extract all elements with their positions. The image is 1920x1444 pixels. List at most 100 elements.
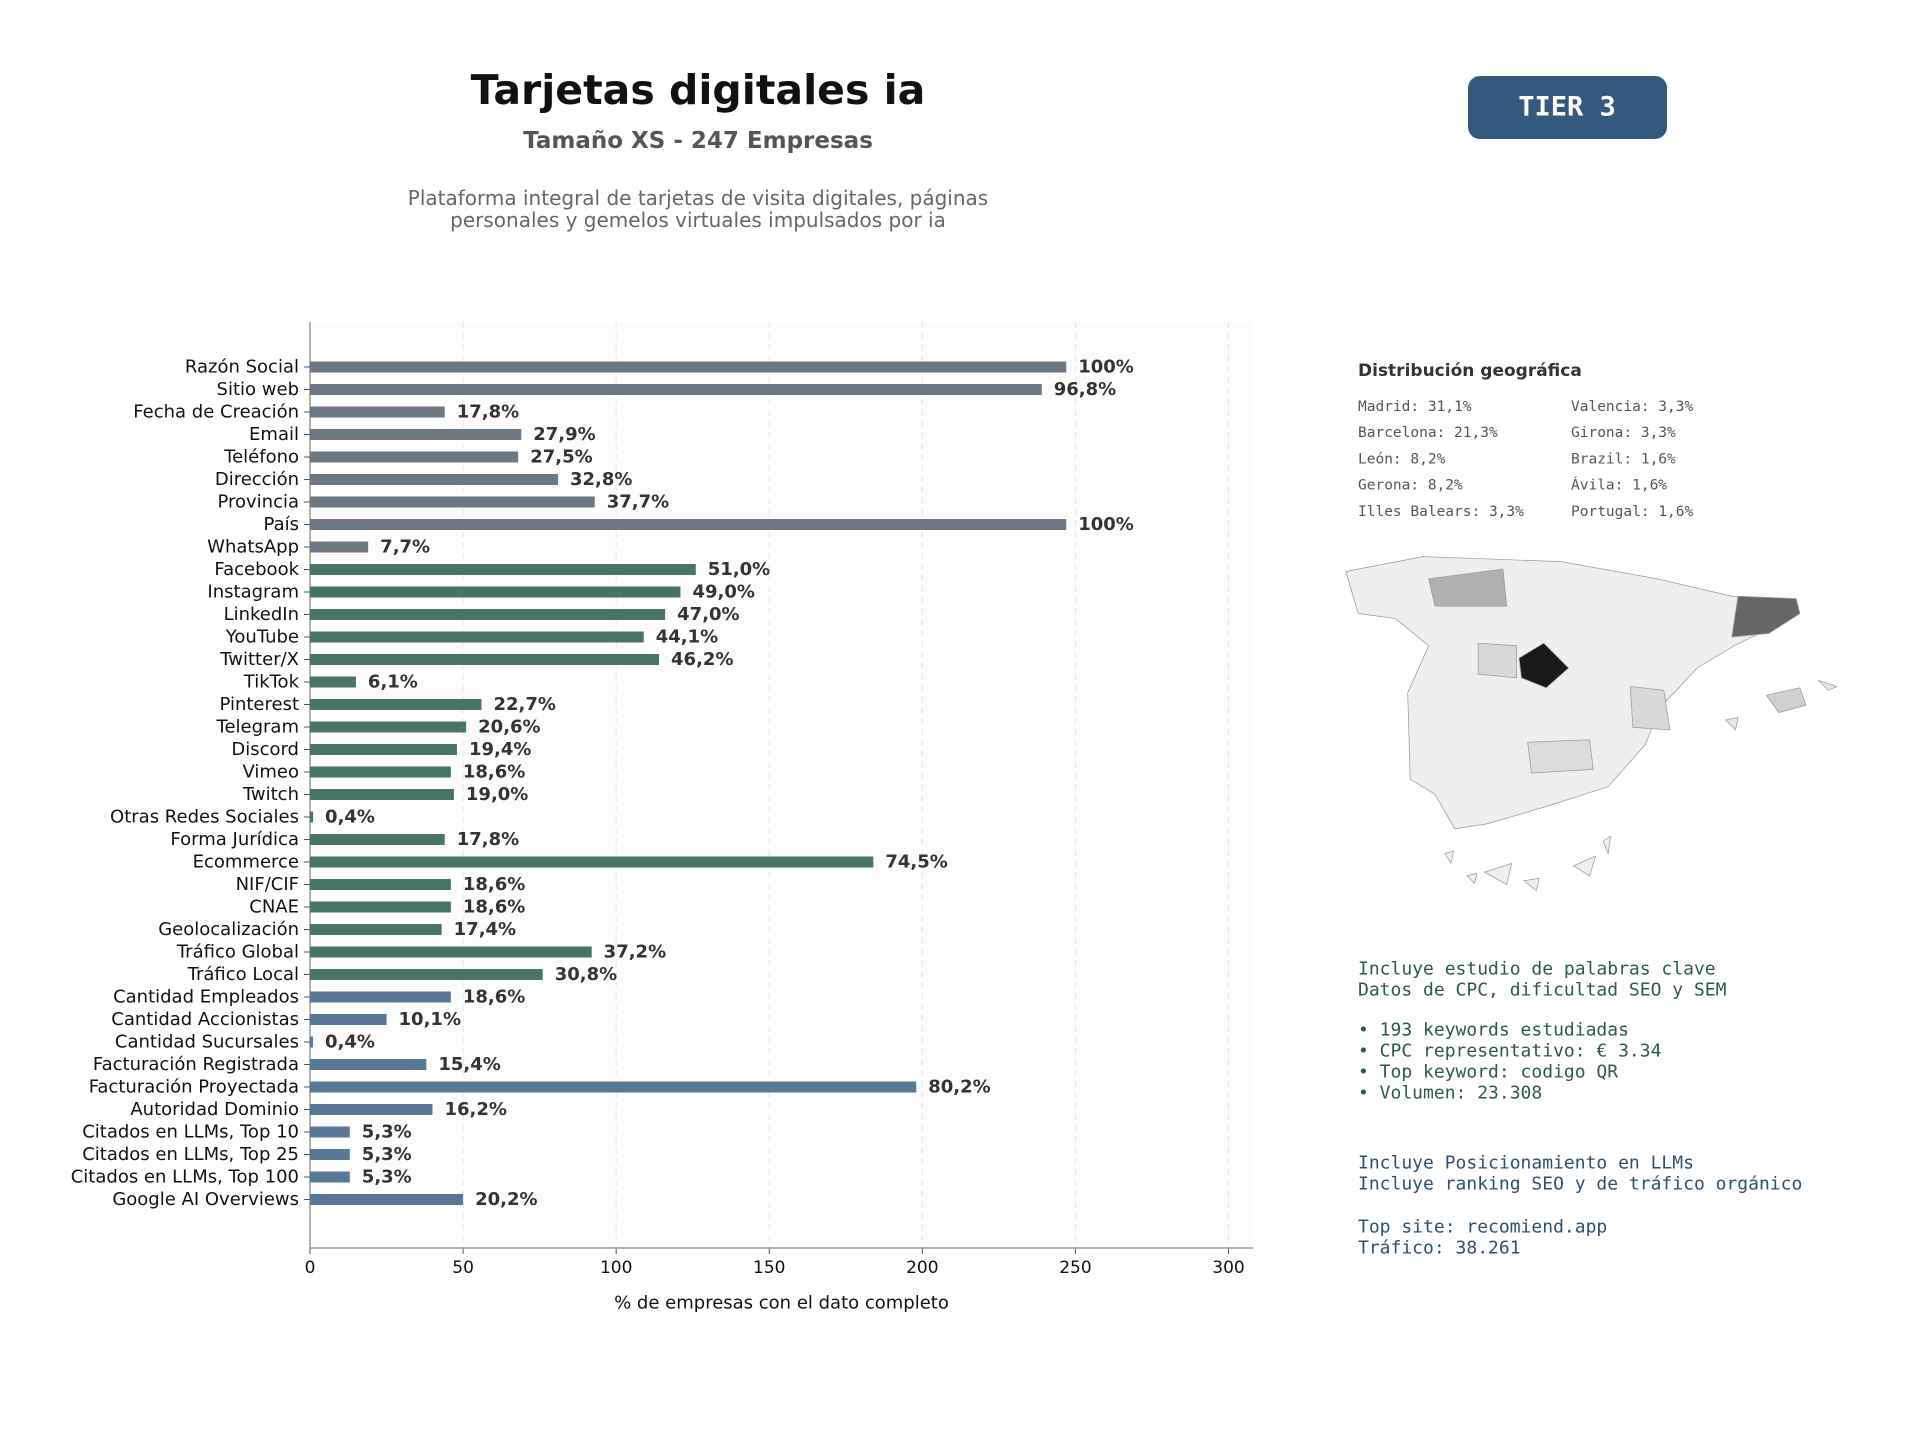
map-region — [1731, 595, 1801, 638]
y-tick-label: Otras Redes Sociales — [110, 807, 299, 828]
value-label: 5,3% — [362, 1122, 412, 1143]
geo-item: Brazil: 1,6% — [1571, 451, 1676, 467]
bar — [310, 1126, 350, 1138]
description-line: personales y gemelos virtuales impulsado… — [450, 208, 946, 232]
info-line: • Top keyword: codigo QR — [1358, 1062, 1618, 1083]
y-tick-label: CNAE — [249, 897, 299, 918]
value-label: 27,5% — [530, 447, 592, 468]
bar — [310, 586, 681, 598]
bar — [310, 631, 644, 643]
y-tick-label: Twitter/X — [219, 649, 299, 670]
value-label: 5,3% — [362, 1144, 412, 1165]
value-label: 18,6% — [463, 762, 525, 783]
bar — [310, 406, 445, 418]
bar — [310, 451, 519, 463]
value-label: 10,1% — [399, 1009, 461, 1030]
value-label: 16,2% — [444, 1099, 506, 1120]
bar — [310, 834, 445, 845]
info-line: Tráfico: 38.261 — [1358, 1238, 1521, 1259]
bar — [310, 924, 442, 935]
y-tick-label: Google AI Overviews — [112, 1189, 299, 1210]
y-tick-label: Discord — [231, 739, 299, 760]
x-tick-label: 200 — [906, 1258, 938, 1278]
value-label: 100% — [1078, 514, 1134, 535]
map-island — [1818, 679, 1838, 691]
y-tick-label: Cantidad Empleados — [113, 987, 299, 1008]
y-tick-label: Facturación Proyectada — [89, 1077, 299, 1098]
y-tick-label: LinkedIn — [224, 604, 299, 625]
description-line: Plataforma integral de tarjetas de visit… — [408, 186, 988, 210]
y-tick-label: Fecha de Creación — [133, 402, 299, 423]
y-tick-label: Twitch — [242, 784, 299, 805]
bar — [310, 384, 1042, 395]
y-tick-label: Citados en LLMs, Top 25 — [82, 1144, 299, 1165]
y-tick-label: Razón Social — [185, 357, 299, 378]
y-tick-label: TikTok — [243, 672, 300, 693]
value-label: 6,1% — [368, 672, 418, 693]
value-label: 17,8% — [457, 402, 519, 423]
y-tick-label: WhatsApp — [207, 537, 299, 558]
map-island — [1724, 716, 1739, 731]
x-tick-label: 250 — [1059, 1258, 1091, 1278]
y-tick-label: Vimeo — [242, 762, 299, 783]
bar — [310, 789, 454, 800]
bar — [310, 564, 696, 575]
geo-item: Gerona: 8,2% — [1358, 478, 1463, 494]
bar — [310, 699, 482, 710]
bar — [310, 519, 1067, 530]
bar — [310, 946, 592, 958]
value-label: 18,6% — [463, 874, 525, 895]
value-label: 51,0% — [708, 559, 770, 580]
y-tick-label: Ecommerce — [193, 852, 299, 873]
map-islands — [1444, 835, 1612, 892]
map-region — [1629, 686, 1671, 731]
geo-item: Portugal: 1,6% — [1571, 504, 1693, 520]
value-label: 96,8% — [1054, 379, 1116, 400]
y-tick-label: Tráfico Global — [176, 942, 299, 963]
geo-title: Distribución geográfica — [1358, 361, 1582, 381]
bar — [310, 766, 451, 778]
x-tick-label: 150 — [753, 1258, 785, 1278]
bar — [310, 856, 874, 868]
geo-item: León: 8,2% — [1358, 451, 1446, 467]
y-tick-label: Facebook — [214, 559, 299, 580]
geo-item: Valencia: 3,3% — [1571, 399, 1693, 415]
bar — [310, 744, 457, 755]
bar — [310, 1149, 350, 1160]
y-tick-label: Instagram — [207, 582, 299, 603]
bar — [310, 1059, 427, 1070]
value-label: 7,7% — [380, 537, 430, 558]
value-label: 19,0% — [466, 784, 528, 805]
value-label: 46,2% — [671, 649, 733, 670]
bar — [310, 676, 356, 688]
y-tick-label: País — [264, 514, 299, 535]
value-label: 19,4% — [469, 739, 531, 760]
info-line: Incluye Posicionamiento en LLMs — [1358, 1153, 1694, 1174]
value-label: 15,4% — [438, 1054, 500, 1075]
value-label: 27,9% — [533, 424, 595, 445]
map-region — [1527, 739, 1594, 774]
y-tick-label: Geolocalización — [158, 919, 299, 940]
y-tick-label: Autoridad Dominio — [130, 1099, 299, 1120]
bar — [310, 991, 451, 1003]
y-tick-label: Citados en LLMs, Top 10 — [82, 1122, 299, 1143]
geo-item: Ávila: 1,6% — [1571, 477, 1667, 494]
info-line: Top site: recomiend.app — [1358, 1217, 1607, 1238]
bar — [310, 654, 660, 665]
map-region — [1477, 642, 1517, 679]
value-label: 18,6% — [463, 897, 525, 918]
bar — [310, 429, 522, 440]
bar — [310, 496, 595, 508]
bar — [310, 1171, 350, 1183]
value-label: 18,6% — [463, 987, 525, 1008]
y-tick-label: Dirección — [215, 469, 299, 490]
y-tick-label: Citados en LLMs, Top 100 — [71, 1167, 299, 1188]
value-label: 30,8% — [555, 964, 617, 985]
y-tick-label: Telegram — [216, 717, 299, 738]
info-line: • Volumen: 23.308 — [1358, 1083, 1542, 1104]
value-label: 32,8% — [570, 469, 632, 490]
value-label: 80,2% — [928, 1077, 990, 1098]
y-tick-label: NIF/CIF — [236, 874, 299, 895]
chart-subtitle: Tamaño XS - 247 Empresas — [523, 128, 873, 154]
